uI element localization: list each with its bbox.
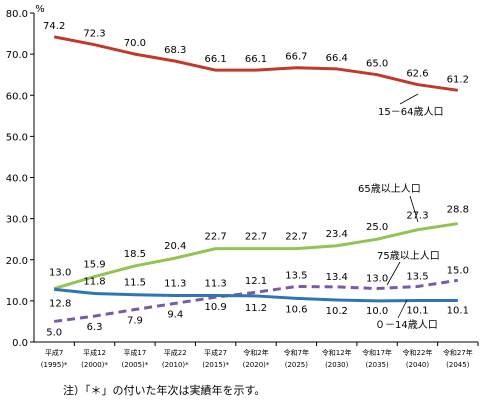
data-label: 12.8 [49, 298, 71, 309]
data-label: 12.1 [245, 276, 267, 287]
series-name-label: 75歳以上人口 [377, 250, 440, 262]
x-tick-label-era: 令和2年 [243, 348, 268, 357]
y-tick-label: 10.0 [6, 297, 28, 308]
series-name-label: ０－14歳人口 [375, 319, 438, 331]
x-tick-label-era: 令和22年 [402, 348, 432, 357]
data-label: 11.5 [124, 278, 146, 289]
data-label: 70.0 [124, 38, 146, 49]
data-label: 15.9 [83, 260, 105, 271]
data-label: 22.7 [245, 232, 267, 243]
series-line-1 [53, 35, 459, 92]
data-label: 61.2 [447, 74, 469, 85]
data-label: 6.3 [87, 322, 103, 333]
data-label: 11.8 [83, 276, 105, 287]
data-label: 18.5 [124, 249, 146, 260]
data-label: 10.1 [406, 305, 428, 316]
x-tick-label-era: 平成12 [83, 348, 106, 357]
y-tick-label: 50.0 [6, 132, 28, 143]
data-label: 11.3 [205, 279, 227, 290]
data-label: 62.6 [406, 69, 428, 80]
data-label: 66.4 [326, 53, 348, 64]
series-line-3 [53, 278, 459, 323]
data-label: 10.0 [366, 306, 388, 317]
x-tick-label-era: 令和27年 [443, 348, 473, 357]
x-tick-label-year: (2010)* [162, 361, 189, 369]
y-tick-label: 20.0 [6, 256, 28, 267]
y-tick-label: 70.0 [6, 50, 28, 61]
data-label: 10.1 [447, 305, 469, 316]
x-tick-label-year: (2000)* [81, 361, 108, 369]
data-label: 27.3 [406, 211, 428, 222]
data-label: 25.0 [366, 222, 388, 233]
data-label: 15.0 [447, 265, 469, 276]
data-label: 13.4 [326, 272, 348, 283]
leader-line [386, 261, 401, 286]
x-tick-label-year: (2015)* [202, 361, 229, 369]
x-tick-label-year: (2030) [325, 361, 349, 369]
data-label: 13.0 [366, 274, 388, 285]
data-label: 74.2 [43, 21, 65, 32]
data-label: 13.5 [285, 270, 307, 281]
data-label: 13.5 [406, 271, 428, 282]
y-tick-label: 80.0 [6, 9, 28, 20]
x-tick-label-year: (2020)* [243, 361, 270, 369]
series-name-label: 65歳以上人口 [358, 183, 421, 195]
leader-line [397, 299, 408, 319]
x-tick-label-year: (2025) [285, 361, 309, 369]
data-label: 66.7 [285, 52, 307, 63]
data-label: 68.3 [164, 45, 186, 56]
leader-line [409, 195, 419, 223]
data-label: 22.7 [205, 232, 227, 243]
x-tick-label-year: (2045) [446, 361, 470, 369]
y-tick-label: 60.0 [6, 91, 28, 102]
data-label: 5.0 [46, 327, 62, 338]
data-label: 10.2 [326, 306, 348, 317]
data-label: 10.9 [205, 302, 227, 313]
data-label: 72.3 [83, 29, 105, 40]
x-tick-label-era: 平成22 [164, 348, 187, 357]
data-label: 10.6 [285, 304, 307, 315]
data-label: 23.4 [326, 229, 348, 240]
x-tick-label-year: (2035) [365, 361, 389, 369]
data-label: 65.0 [366, 59, 388, 70]
series-line-2 [53, 222, 459, 290]
x-tick-label-year: (1995)* [41, 361, 68, 369]
y-unit-label: % [35, 4, 45, 15]
data-label: 66.1 [205, 54, 227, 65]
y-tick-label: 40.0 [6, 174, 28, 185]
data-label: 22.7 [285, 232, 307, 243]
x-tick-label-era: 令和17年 [362, 348, 392, 357]
data-label: 20.4 [164, 241, 186, 252]
series-name-label: 15－64歳人口 [378, 106, 443, 118]
leader-line [399, 93, 419, 105]
x-tick-label-era: 平成17 [123, 348, 146, 357]
x-tick-label-era: 平成7 [45, 348, 63, 357]
y-tick-label: 30.0 [6, 215, 28, 226]
x-tick-label-year: (2040) [406, 361, 430, 369]
x-tick-label-era: 令和7年 [284, 348, 309, 357]
x-tick-label-year: (2005)* [122, 361, 149, 369]
data-label: 11.2 [245, 303, 267, 314]
series-line-4 [54, 287, 458, 303]
x-tick-label-era: 令和12年 [322, 348, 352, 357]
chart-footnote: 注）「＊」の付いた年次は実績年を示す。 [63, 384, 266, 397]
data-label: 28.8 [447, 205, 469, 216]
data-label: 9.4 [167, 309, 183, 320]
data-label: 7.9 [127, 316, 143, 327]
y-tick-label: 0.0 [12, 338, 28, 349]
data-label: 13.0 [49, 268, 71, 279]
data-label: 11.3 [164, 279, 186, 290]
x-tick-label-era: 平成27 [204, 348, 227, 357]
data-label: 66.1 [245, 54, 267, 65]
